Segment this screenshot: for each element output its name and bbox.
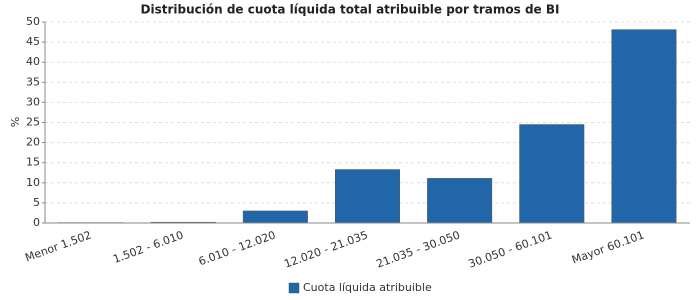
y-tick-label: 10 (26, 176, 40, 189)
y-tick-label: 45 (26, 35, 40, 48)
bar (519, 124, 585, 224)
x-tick-label: 30.050 - 60.101 (467, 228, 554, 270)
y-tick-label: 0 (33, 216, 40, 229)
y-tick-label: 15 (26, 156, 40, 169)
x-tick-label: 1.502 - 6.010 (111, 228, 185, 266)
x-tick-label: 12.020 - 21.035 (282, 228, 369, 270)
chart-title: Distribución de cuota líquida total atri… (141, 3, 560, 17)
y-tick-label: 40 (26, 55, 40, 68)
x-tick-label: 21.035 - 30.050 (375, 228, 462, 270)
legend-label: Cuota líquida atribuible (303, 281, 432, 294)
legend-swatch (288, 282, 300, 294)
y-tick-label: 35 (26, 75, 40, 88)
y-tick-label: 20 (26, 136, 40, 149)
y-axis-label: % (9, 117, 22, 127)
bar (611, 29, 677, 224)
y-tick-label: 5 (33, 196, 40, 209)
bar (427, 178, 493, 224)
x-tick-label: 6.010 - 12.020 (197, 228, 278, 268)
x-tick-label: Menor 1.502 (23, 228, 93, 264)
bar (335, 169, 400, 224)
y-tick-label: 30 (26, 95, 40, 108)
bar (242, 210, 308, 224)
x-tick-label: Mayor 60.101 (570, 228, 646, 266)
y-tick-label: 25 (26, 116, 40, 129)
y-tick-label: 50 (26, 15, 40, 28)
